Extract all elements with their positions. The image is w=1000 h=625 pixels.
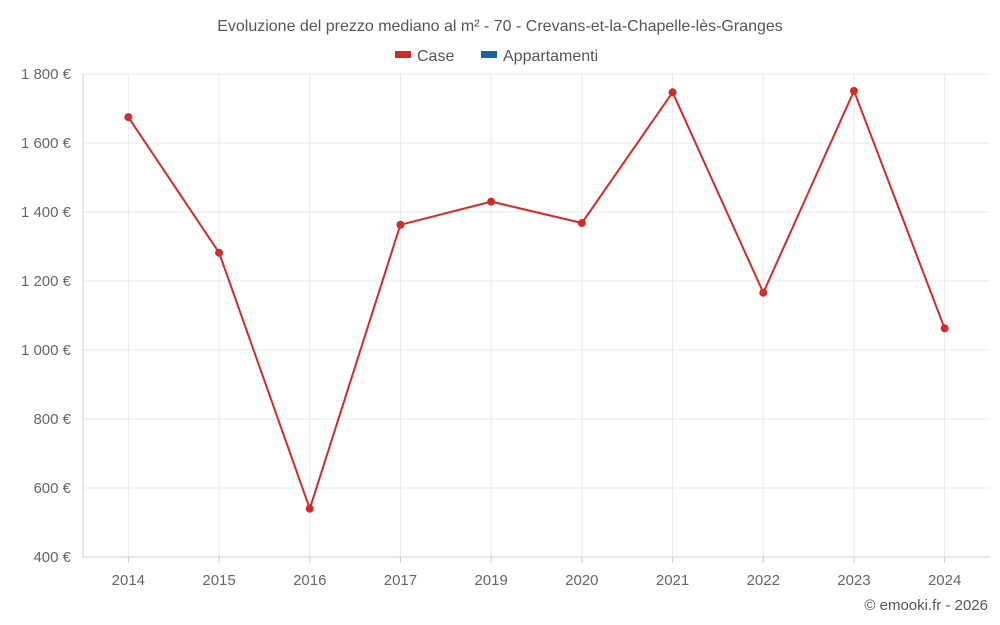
data-point[interactable] [759, 288, 768, 297]
data-point[interactable] [849, 86, 858, 95]
legend-label: Appartamenti [503, 48, 598, 65]
data-point[interactable] [124, 113, 133, 122]
x-tick-label: 2019 [474, 572, 507, 589]
grid [83, 73, 990, 558]
data-point[interactable] [940, 324, 949, 333]
data-point[interactable] [215, 248, 224, 257]
x-tick-label: 2020 [565, 572, 598, 589]
x-tick-label: 2024 [928, 572, 961, 589]
data-point[interactable] [668, 88, 677, 97]
axes: 400 € 600 € 800 € 1 000 € 1 200 € 1 400 € 1 60… [21, 66, 990, 589]
legend-label: Case [417, 48, 454, 65]
legend-item-case[interactable]: Case [395, 48, 454, 65]
legend: Case Appartamenti [395, 48, 598, 65]
credit-text: © emooki.fr - 2026 [864, 597, 988, 614]
series [124, 86, 949, 513]
x-tick-label: 2016 [293, 572, 326, 589]
x-tick-label: 2022 [747, 572, 780, 589]
data-point[interactable] [305, 504, 314, 513]
legend-item-appartamenti[interactable]: Appartamenti [481, 48, 598, 65]
y-tick-label: 400 € [33, 549, 71, 566]
data-point[interactable] [577, 219, 586, 228]
y-tick-label: 1 000 € [21, 342, 72, 359]
legend-swatch [395, 51, 411, 58]
x-tick-label: 2017 [384, 572, 417, 589]
legend-swatch [481, 51, 497, 58]
y-tick-label: 800 € [33, 411, 71, 428]
x-tick-label: 2015 [202, 572, 235, 589]
y-tick-label: 1 600 € [21, 135, 72, 152]
x-tick-label: 2021 [656, 572, 689, 589]
chart-title: Evoluzione del prezzo mediano al m² - 70… [217, 18, 783, 35]
series-line-case [127, 89, 946, 510]
y-tick-label: 1 800 € [21, 66, 72, 83]
y-tick-label: 1 200 € [21, 273, 72, 290]
y-tick-label: 1 400 € [21, 204, 72, 221]
data-point[interactable] [396, 220, 405, 229]
x-tick-label: 2023 [837, 572, 870, 589]
data-point[interactable] [487, 197, 496, 206]
x-tick-label: 2014 [112, 572, 145, 589]
y-tick-label: 600 € [33, 480, 71, 497]
